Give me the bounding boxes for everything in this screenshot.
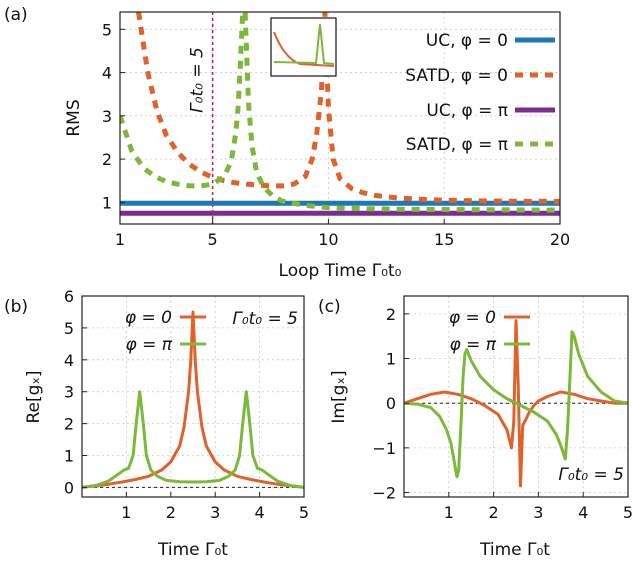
y-tick-label: −2	[372, 484, 396, 503]
x-tick-label: 3	[533, 503, 543, 522]
legend-label-1: UC, φ = 0	[426, 31, 508, 51]
x-axis-label: Time Γ₀t	[157, 540, 228, 560]
legend-label-4: SATD, φ = π	[406, 135, 508, 155]
series-line-2	[136, 12, 560, 204]
legend-label-2: φ = π	[449, 335, 496, 355]
panel-a-label: (a)	[4, 5, 28, 25]
panel-c-label: (c)	[318, 297, 341, 317]
y-tick-label: 2	[386, 305, 396, 324]
inset-chart	[270, 17, 337, 77]
y-tick-label: 4	[64, 351, 74, 370]
y-tick-label: 6	[64, 287, 74, 306]
legend-label-1: φ = 0	[449, 308, 496, 328]
x-tick-label: 5	[208, 230, 218, 249]
panel-c-chart: 1 2 3 4 5 −2 −1 0 1 2 Time Γ₀t Im[gₓ] φ = 0 φ = π Γ₀t₀…	[329, 295, 633, 560]
x-tick-label: 1	[115, 230, 125, 249]
y-axis-label: Im[gₓ]	[329, 370, 349, 423]
y-tick-label: −1	[372, 439, 396, 458]
x-tick-label: 20	[550, 230, 570, 249]
panel-b-label: (b)	[4, 297, 28, 317]
x-tick-label: 3	[210, 503, 220, 522]
y-tick-label: 0	[64, 478, 74, 497]
x-tick-label: 10	[318, 230, 338, 249]
annotation-label: Γ₀t₀ = 5	[558, 465, 624, 485]
y-tick-label: 2	[64, 415, 74, 434]
x-tick-label: 4	[578, 503, 588, 522]
series-line-4	[120, 12, 560, 213]
plot-frame	[81, 295, 305, 498]
plot-frame	[403, 295, 629, 498]
legend-label-3: UC, φ = π	[426, 101, 508, 121]
x-tick-label: 2	[166, 503, 176, 522]
legend-label-1: φ = 0	[125, 308, 172, 328]
x-tick-label: 5	[623, 503, 633, 522]
y-tick-label: 0	[386, 394, 396, 413]
series-group	[120, 12, 560, 216]
legend: UC, φ = 0 SATD, φ = 0 UC, φ = π SATD, φ = π	[405, 31, 555, 155]
x-tick-label: 1	[121, 503, 131, 522]
y-tick-label: 5	[102, 20, 112, 39]
series-line-2	[82, 390, 304, 489]
y-tick-label: 3	[102, 107, 112, 126]
y-tick-label: 1	[102, 193, 112, 212]
inset-line-1	[273, 31, 335, 67]
y-tick-label: 4	[102, 64, 112, 83]
series-line-2	[404, 330, 628, 479]
legend-label-2: SATD, φ = 0	[405, 66, 508, 86]
y-axis-label: Re[gₓ]	[24, 370, 44, 423]
y-tick-label: 3	[64, 383, 74, 402]
y-tick-label: 1	[386, 350, 396, 369]
series-group	[82, 310, 304, 489]
y-tick-label: 5	[64, 319, 74, 338]
x-axis-label: Loop Time Γ₀t₀	[279, 261, 402, 281]
series-line-1	[82, 310, 304, 489]
y-tick-label: 1	[64, 447, 74, 466]
series-group	[404, 319, 628, 488]
legend: φ = 0 φ = π	[125, 308, 206, 355]
plot-frame	[119, 11, 561, 225]
marker-line-label: Γ₀t₀ = 5	[188, 47, 208, 113]
x-tick-label: 2	[489, 503, 499, 522]
series-line-1	[404, 319, 628, 488]
x-axis-label: Time Γ₀t	[479, 540, 550, 560]
x-tick-label: 15	[434, 230, 454, 249]
inset-line-2	[273, 23, 335, 65]
x-tick-label: 1	[444, 503, 454, 522]
annotation-label: Γ₀t₀ = 5	[232, 309, 298, 329]
y-axis-label: RMS	[64, 99, 84, 136]
panel-b-chart: 1 2 3 4 5 0 1 2 3 4 5 6 Time Γ₀t Re[gₓ] φ = 0 φ = π Γ₀t₀…	[24, 287, 309, 560]
legend: φ = 0 φ = π	[449, 308, 530, 355]
x-tick-label: 4	[255, 503, 265, 522]
x-tick-label: 5	[299, 503, 309, 522]
y-tick-label: 2	[102, 150, 112, 169]
legend-label-2: φ = π	[125, 335, 172, 355]
